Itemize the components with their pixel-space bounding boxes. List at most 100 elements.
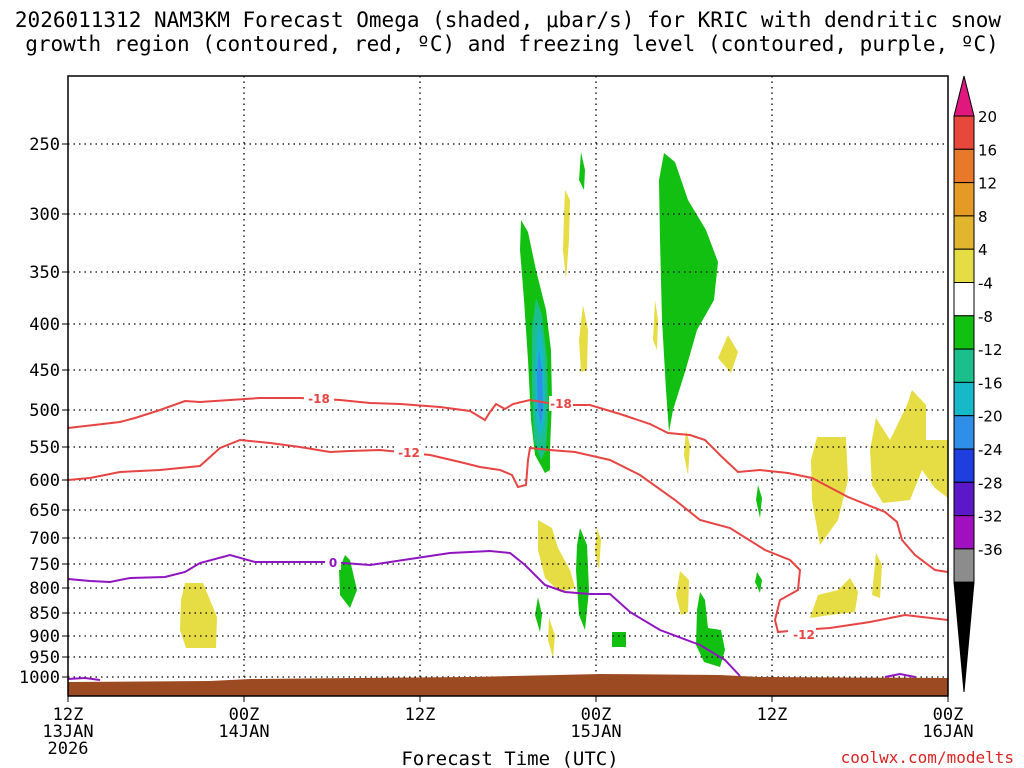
y-tick-label: 600 (29, 471, 60, 491)
colorbar-tick-label: -16 (978, 374, 1003, 392)
omega-region-green (755, 572, 762, 593)
colorbar-swatch (953, 75, 975, 117)
x-tick-label: 14JAN (218, 722, 269, 742)
colorbar-swatch (953, 581, 975, 693)
colorbar-tick-label: -4 (978, 275, 993, 293)
omega-region-green (756, 485, 762, 518)
y-tick-label: 850 (29, 604, 60, 624)
x-axis-label: Forecast Time (UTC) (401, 748, 618, 768)
chart-title-line1: 2026011312 NAM3KM Forecast Omega (shaded… (15, 8, 1002, 32)
y-tick-label: 550 (29, 438, 60, 458)
omega-region-yellow (676, 571, 689, 615)
omega-region-yellow (811, 437, 848, 545)
colorbar-swatch (953, 415, 975, 450)
x-tick-label: 15JAN (570, 722, 621, 742)
x-tick-label: 00Z (229, 705, 260, 725)
omega-region-yellow (718, 335, 738, 373)
y-tick-label: 900 (29, 627, 60, 647)
y-tick-label: 350 (29, 263, 60, 283)
credit-text: coolwx.com/modelts (841, 748, 1014, 767)
colorbar-swatch (953, 448, 975, 483)
contour-line-0-small (884, 672, 916, 678)
y-tick-label: 400 (29, 315, 60, 335)
colorbar-tick-label: -36 (978, 541, 1003, 559)
colorbar-swatch (953, 282, 975, 317)
colorbar-tick-label: 16 (978, 141, 997, 159)
x-tick-label: 13JAN (42, 722, 93, 742)
contours (67, 397, 949, 681)
contour-label-0: 0 (329, 556, 337, 570)
contour-label-minus18: -18 (308, 392, 330, 406)
omega-region-blue (537, 350, 543, 425)
colorbar-tick-label: -20 (978, 408, 1003, 426)
colorbar-swatch (953, 248, 975, 283)
colorbar-tick-label: -24 (978, 441, 1003, 459)
omega-region-green (535, 597, 542, 632)
x-tick-label: 00Z (581, 705, 612, 725)
colorbar-swatch (953, 148, 975, 184)
contour-label-minus12: -12 (398, 446, 420, 460)
omega-region-yellow (653, 300, 658, 350)
colorbar-tick-label: 12 (978, 175, 997, 193)
omega-region-green (576, 528, 589, 630)
omega-region-yellow (810, 578, 858, 618)
colorbar-swatch (953, 115, 975, 150)
omega-region-green (339, 555, 357, 608)
terrain (68, 674, 948, 696)
x-tick-label: 12Z (757, 705, 788, 725)
colorbar-tick-label: 8 (978, 208, 988, 226)
plot-background (68, 76, 948, 696)
y-axis: 250 300 350 400 450 500 550 600 650 700 750 800 850 9… (19, 135, 68, 688)
y-tick-label: 300 (29, 205, 60, 225)
omega-region-green (612, 632, 626, 647)
y-tick-label: 750 (29, 555, 60, 575)
colorbar-swatch (953, 481, 975, 517)
colorbar-tick-label: 4 (978, 241, 988, 259)
y-tick-label: 800 (29, 579, 60, 599)
contour-line-0-small (67, 676, 101, 681)
omega-region-yellow (684, 430, 690, 475)
plot-area: -18 -18 -12 -12 0 (67, 75, 949, 697)
x-tick-label: 12Z (405, 705, 436, 725)
omega-region-yellow (180, 583, 217, 648)
colorbar-swatch (953, 215, 975, 250)
omega-region-green (579, 152, 585, 190)
colorbar-swatch (953, 381, 975, 417)
x-tick-label: 00Z (933, 705, 964, 725)
omega-region-yellow (548, 618, 555, 658)
y-tick-label: 1000 (19, 668, 60, 688)
x-tick-label: 12Z (53, 705, 84, 725)
y-tick-label: 650 (29, 501, 60, 521)
contour-label-minus18: -18 (550, 397, 572, 411)
contour-line-minus18 (67, 397, 949, 573)
omega-shading (180, 152, 948, 667)
contour-labels: -18 -18 -12 -12 0 (304, 391, 816, 642)
x-tick-label: 16JAN (922, 722, 973, 742)
colorbar-swatch (953, 548, 975, 583)
contour-line-0 (67, 549, 741, 677)
plot-frame (67, 75, 949, 697)
omega-region-green (659, 153, 718, 432)
x-tick-label: 2026 (48, 739, 89, 759)
y-tick-label: 450 (29, 361, 60, 381)
colorbar-tick-label: -12 (978, 341, 1003, 359)
omega-region-yellow (870, 390, 948, 503)
chart-title-line2: growth region (contoured, red, ºC) and f… (25, 32, 999, 56)
y-tick-label: 500 (29, 401, 60, 421)
y-tick-label: 700 (29, 529, 60, 549)
colorbar-swatch (953, 182, 975, 217)
contour-label-minus12: -12 (793, 628, 815, 642)
colorbar-swatch (953, 315, 975, 350)
omega-region-green (696, 592, 725, 667)
colorbar-swatch (953, 348, 975, 383)
colorbar-tick-label: -28 (978, 474, 1003, 492)
colorbar-swatch (953, 515, 975, 550)
omega-region-yellow (872, 553, 882, 598)
colorbar-tick-label: -8 (978, 308, 993, 326)
y-tick-label: 950 (29, 648, 60, 668)
y-tick-label: 250 (29, 135, 60, 155)
colorbar-tick-label: -32 (978, 508, 1003, 526)
omega-region-yellow (563, 190, 570, 280)
contour-line-minus12 (67, 438, 949, 634)
